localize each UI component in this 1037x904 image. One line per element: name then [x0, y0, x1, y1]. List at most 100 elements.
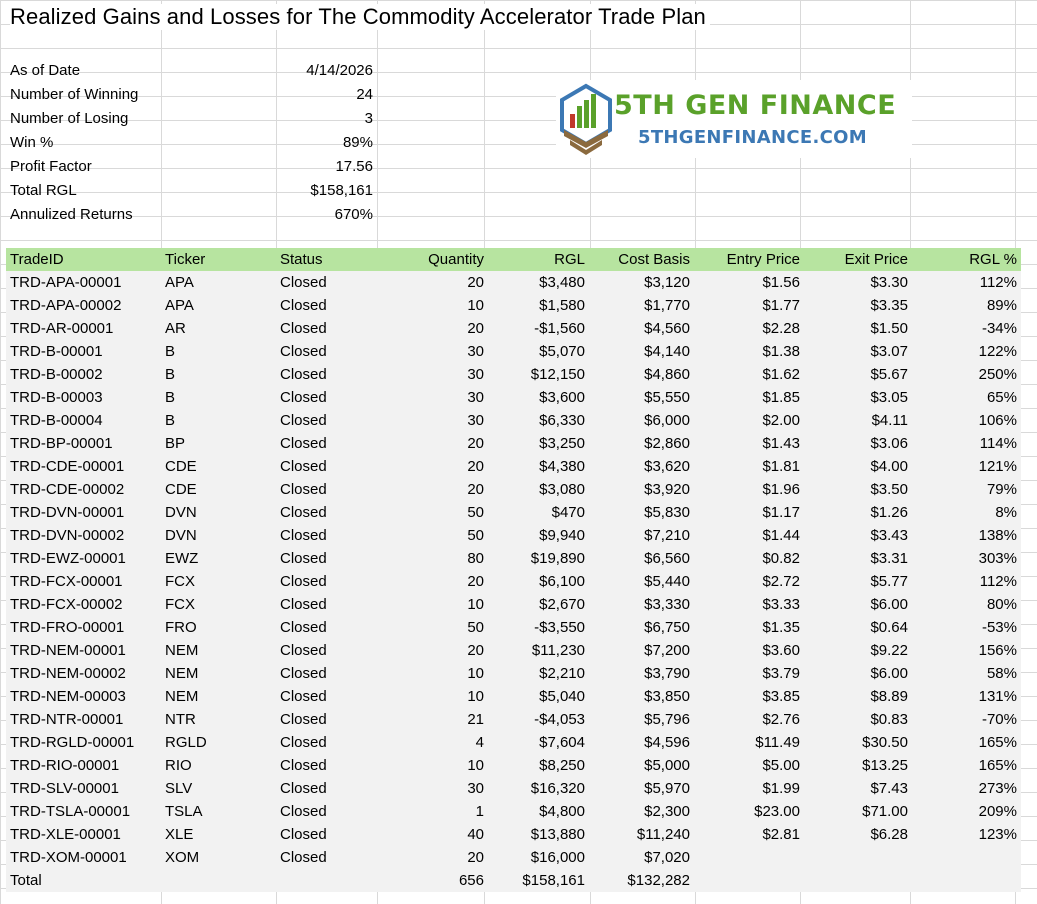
table-cell[interactable]: $11,230	[531, 642, 585, 659]
table-cell[interactable]: -$1,560	[534, 320, 585, 337]
table-cell[interactable]: Closed	[280, 389, 327, 406]
table-cell[interactable]: Closed	[280, 550, 327, 567]
table-cell[interactable]: TRD-DVN-00001	[10, 504, 125, 521]
column-header[interactable]: Quantity	[386, 248, 488, 271]
table-cell[interactable]: $5,970	[644, 780, 690, 797]
table-cell[interactable]: $2,860	[644, 435, 690, 452]
table-cell[interactable]: 30	[467, 366, 484, 383]
table-cell[interactable]: $7,604	[539, 734, 585, 751]
table-cell[interactable]: TRD-XLE-00001	[10, 826, 121, 843]
table-cell[interactable]: 121%	[978, 458, 1017, 475]
table-cell[interactable]: $23.00	[754, 803, 800, 820]
table-cell[interactable]: 20	[467, 849, 484, 866]
table-cell[interactable]	[161, 869, 276, 892]
table-cell[interactable]: 58%	[986, 665, 1017, 682]
table-cell[interactable]: 20	[467, 435, 484, 452]
table-cell[interactable]	[804, 846, 912, 869]
table-cell[interactable]: $158,161	[522, 872, 585, 889]
table-cell[interactable]: $1,770	[644, 297, 690, 314]
table-cell[interactable]: 250%	[978, 366, 1017, 383]
table-cell[interactable]: FCX	[165, 573, 195, 590]
table-cell[interactable]: $2,210	[539, 665, 585, 682]
table-cell[interactable]: $1.50	[870, 320, 908, 337]
table-cell[interactable]: FCX	[165, 596, 195, 613]
column-header[interactable]: Ticker	[161, 248, 276, 271]
summary-value[interactable]: 89%	[342, 134, 373, 151]
table-cell[interactable]: 10	[467, 757, 484, 774]
table-cell[interactable]: TRD-DVN-00002	[10, 527, 125, 544]
summary-value[interactable]: 17.56	[335, 158, 373, 175]
table-cell[interactable]: $1.17	[762, 504, 800, 521]
table-cell[interactable]: $5,070	[539, 343, 585, 360]
table-cell[interactable]: 10	[467, 665, 484, 682]
table-cell[interactable]: $3.06	[870, 435, 908, 452]
table-cell[interactable]: TRD-CDE-00001	[10, 458, 125, 475]
table-cell[interactable]: TRD-XOM-00001	[10, 849, 127, 866]
table-cell[interactable]: 80	[467, 550, 484, 567]
table-cell[interactable]: $5.67	[870, 366, 908, 383]
table-cell[interactable]: $2.00	[762, 412, 800, 429]
table-cell[interactable]: Closed	[280, 343, 327, 360]
table-cell[interactable]: Closed	[280, 504, 327, 521]
table-cell[interactable]: FRO	[165, 619, 197, 636]
table-cell[interactable]: TRD-APA-00001	[10, 274, 122, 291]
table-cell[interactable]: $470	[551, 504, 585, 521]
table-cell[interactable]: $13,880	[530, 826, 585, 843]
table-cell[interactable]: $5.00	[762, 757, 800, 774]
table-cell[interactable]: $3.05	[870, 389, 908, 406]
table-cell[interactable]: 138%	[978, 527, 1017, 544]
table-cell[interactable]: $3,330	[644, 596, 690, 613]
table-cell[interactable]: 65%	[986, 389, 1017, 406]
table-cell[interactable]: $5,830	[644, 504, 690, 521]
table-cell[interactable]: 20	[467, 274, 484, 291]
table-cell[interactable]	[912, 869, 1021, 892]
table-cell[interactable]: 114%	[979, 435, 1017, 452]
table-cell[interactable]: 4	[475, 734, 484, 751]
table-cell[interactable]: 10	[467, 688, 484, 705]
table-cell[interactable]: $3.50	[870, 481, 908, 498]
table-cell[interactable]: Closed	[280, 734, 327, 751]
table-cell[interactable]: NEM	[165, 688, 199, 705]
table-cell[interactable]: $11.49	[755, 734, 800, 751]
table-cell[interactable]: 40	[467, 826, 484, 843]
table-cell[interactable]: NEM	[165, 642, 199, 659]
table-cell[interactable]: 50	[467, 504, 484, 521]
column-header[interactable]: TradeID	[6, 248, 161, 271]
table-cell[interactable]: 165%	[978, 734, 1017, 751]
table-cell[interactable]: $6.00	[870, 665, 908, 682]
table-cell[interactable]: -$4,053	[534, 711, 585, 728]
table-cell[interactable]: $3.07	[870, 343, 908, 360]
table-cell[interactable]: Closed	[280, 688, 327, 705]
sheet-title[interactable]: Realized Gains and Losses for The Commod…	[10, 4, 710, 30]
table-cell[interactable]: $2,670	[539, 596, 585, 613]
table-cell[interactable]: TRD-FCX-00002	[10, 596, 123, 613]
table-cell[interactable]: 8%	[995, 504, 1017, 521]
table-cell[interactable]	[694, 846, 804, 869]
table-cell[interactable]	[804, 869, 912, 892]
table-cell[interactable]: $1.56	[762, 274, 800, 291]
table-cell[interactable]: TRD-NEM-00003	[10, 688, 126, 705]
table-cell[interactable]: $6,750	[644, 619, 690, 636]
table-cell[interactable]: XOM	[165, 849, 200, 866]
table-cell[interactable]: TRD-B-00004	[10, 412, 103, 429]
table-cell[interactable]: TRD-CDE-00002	[10, 481, 125, 498]
table-cell[interactable]: $4,140	[644, 343, 690, 360]
table-cell[interactable]: 156%	[978, 642, 1017, 659]
table-cell[interactable]: TRD-NEM-00001	[10, 642, 126, 659]
column-header[interactable]: Exit Price	[804, 248, 912, 271]
summary-label[interactable]: Profit Factor	[10, 158, 92, 175]
column-header[interactable]: Status	[276, 248, 386, 271]
table-cell[interactable]: TRD-NTR-00001	[10, 711, 124, 728]
table-cell[interactable]: 20	[467, 458, 484, 475]
table-cell[interactable]: $0.82	[762, 550, 800, 567]
table-cell[interactable]: TRD-FCX-00001	[10, 573, 123, 590]
table-cell[interactable]: Closed	[280, 826, 327, 843]
table-cell[interactable]: $1.85	[762, 389, 800, 406]
table-cell[interactable]: Closed	[280, 435, 327, 452]
table-cell[interactable]: 20	[467, 320, 484, 337]
table-cell[interactable]: $3.31	[870, 550, 908, 567]
table-cell[interactable]: $3.35	[870, 297, 908, 314]
table-cell[interactable]: $1.38	[762, 343, 800, 360]
table-cell[interactable]: -53%	[981, 619, 1017, 636]
table-cell[interactable]: $2.72	[762, 573, 800, 590]
